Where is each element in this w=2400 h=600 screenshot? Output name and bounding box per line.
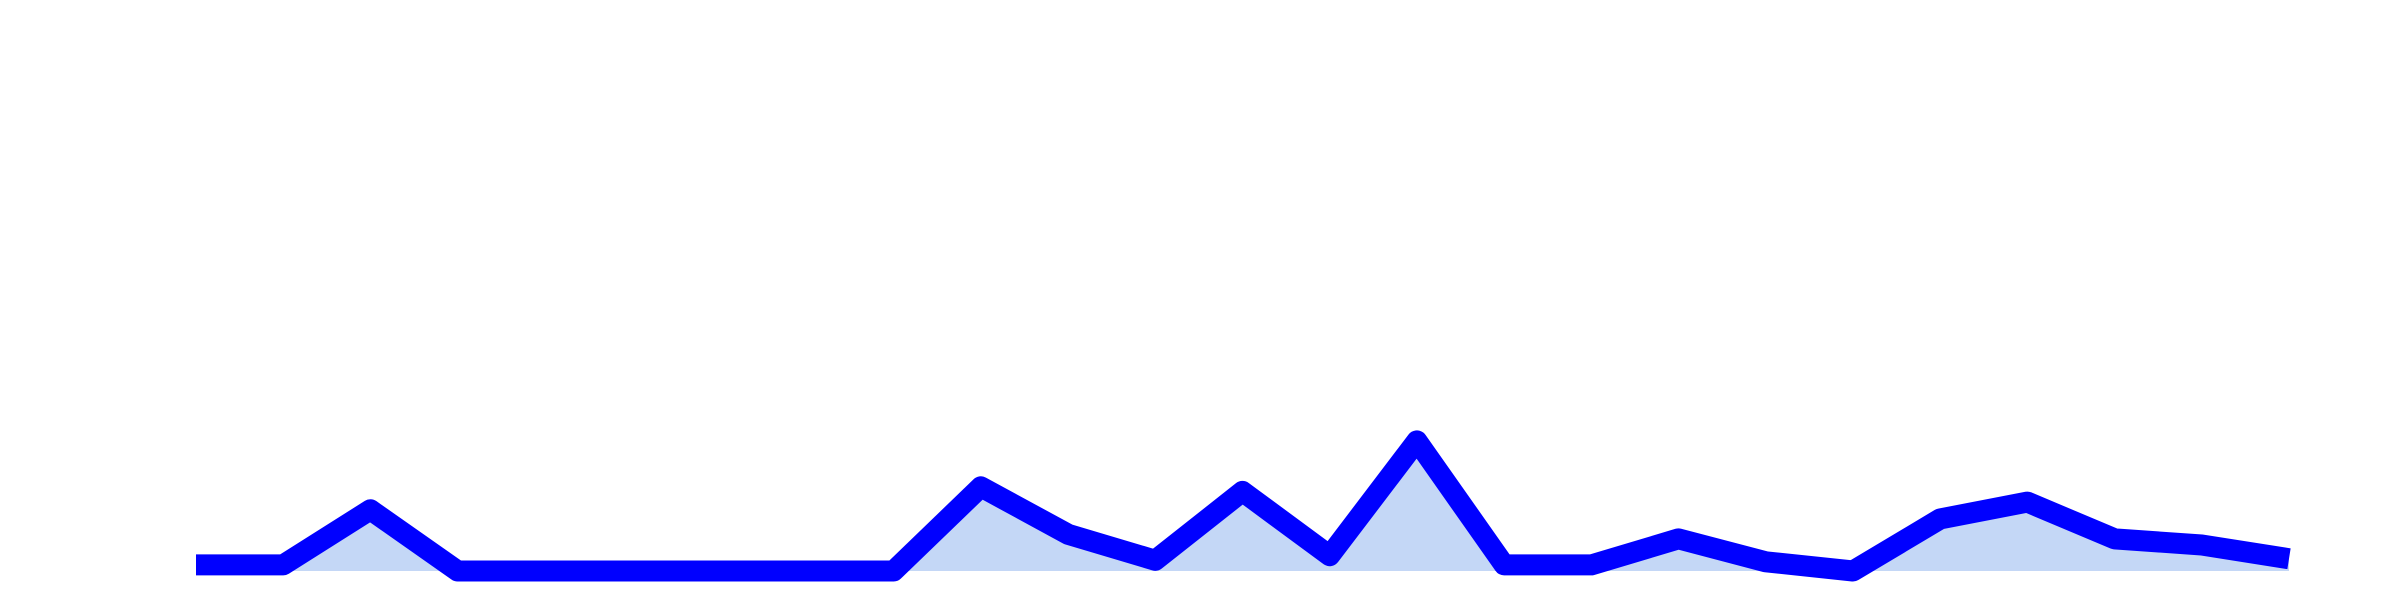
area-fill xyxy=(196,440,2289,571)
area-line xyxy=(196,430,2291,582)
